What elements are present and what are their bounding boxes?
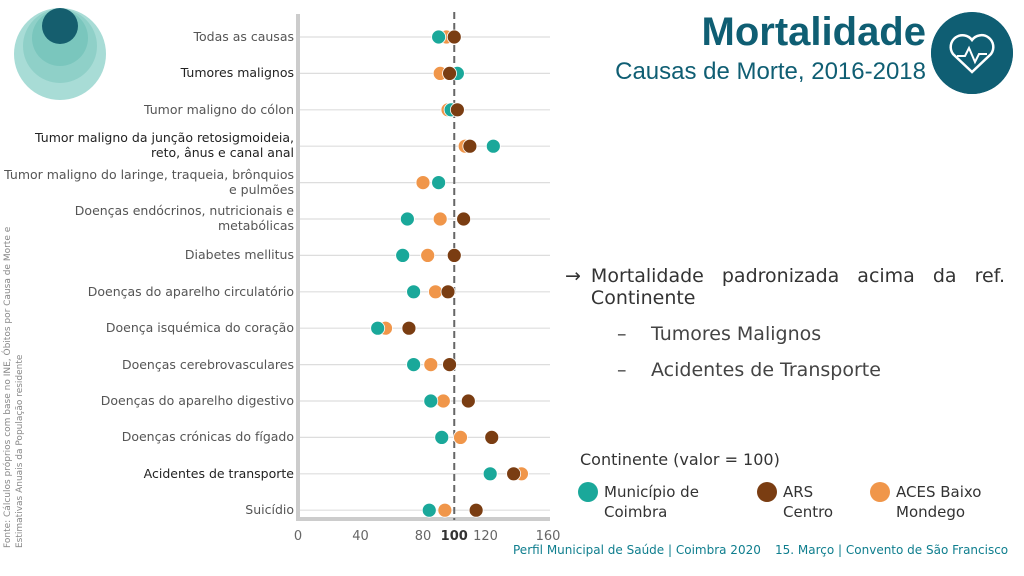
- heart-chart-icon: [931, 12, 1013, 94]
- data-point: [453, 429, 468, 445]
- dash: –: [617, 359, 627, 381]
- data-point: [421, 502, 437, 518]
- category-label: Tumor maligno da junção retosigmoideia, …: [35, 130, 294, 161]
- data-point: [442, 357, 457, 373]
- data-point: [468, 502, 484, 518]
- data-point: [437, 502, 453, 518]
- dash: –: [617, 323, 627, 345]
- legend-dot: [578, 482, 598, 502]
- data-point: [440, 284, 456, 300]
- legend-item-ars: ARS Centro: [757, 482, 847, 522]
- x-axis: [296, 517, 550, 521]
- data-point: [415, 175, 431, 191]
- footer-left: Perfil Municipal de Saúde | Coimbra 2020: [513, 543, 761, 557]
- note-item: Acidentes de Transporte: [651, 359, 881, 381]
- data-point: [482, 466, 498, 482]
- data-point: [484, 429, 500, 445]
- y-axis: [296, 14, 300, 521]
- note-item: Tumores Malignos: [651, 323, 822, 345]
- category-label: Tumor maligno do laringe, traqueia, brôn…: [4, 166, 294, 197]
- data-point: [431, 175, 447, 191]
- legend-item-coimbra: Município de Coimbra: [578, 482, 728, 522]
- data-point: [431, 29, 447, 45]
- page-subtitle: Causas de Morte, 2016-2018: [615, 58, 926, 85]
- health-plan-logo: [14, 8, 106, 100]
- data-point: [428, 284, 443, 300]
- x-tick-label: 160: [536, 529, 561, 544]
- data-point: [401, 320, 417, 336]
- x-tick-label: 100: [441, 529, 468, 544]
- data-point: [406, 284, 422, 300]
- category-label: Doenças do aparelho digestivo: [100, 393, 294, 408]
- category-label: Doenças cerebrovasculares: [121, 356, 294, 372]
- data-point: [432, 211, 448, 227]
- data-point: [434, 429, 450, 445]
- legend-title: Continente (valor = 100): [580, 450, 780, 469]
- legend-item-aces: ACES Baixo Mondego: [870, 482, 1020, 522]
- data-point: [506, 466, 522, 482]
- legend-dot: [870, 482, 890, 502]
- x-tick-label: 0: [294, 529, 302, 544]
- data-point: [406, 357, 422, 373]
- data-point: [446, 29, 462, 45]
- data-point: [456, 211, 472, 227]
- page-title: Mortalidade: [701, 10, 926, 54]
- data-point: [460, 393, 476, 409]
- x-tick-label: 120: [473, 529, 498, 544]
- data-point: [446, 247, 462, 263]
- data-point: [423, 393, 439, 409]
- note-main: Mortalidade padronizada acima da ref. Co…: [590, 265, 1005, 309]
- x-tick-label: 40: [352, 529, 369, 544]
- category-label: Todas as causas: [193, 29, 294, 44]
- footer-right: 15. Março | Convento de São Francisco: [775, 543, 1009, 557]
- data-point: [423, 357, 439, 373]
- data-point: [420, 247, 436, 263]
- data-point: [485, 138, 501, 154]
- data-point: [370, 320, 386, 336]
- data-point: [399, 211, 415, 227]
- category-label: Tumores malignos: [180, 65, 294, 81]
- data-point: [442, 66, 457, 81]
- data-point: [449, 102, 465, 118]
- category-label: Doença isquémica do coração: [105, 320, 294, 336]
- legend-dot: [757, 482, 777, 502]
- data-point: [435, 393, 451, 409]
- category-label: Doenças crónicas do fígado: [121, 429, 294, 445]
- category-label: Doenças endócrinos, nutricionais e metab…: [74, 203, 294, 233]
- data-point: [395, 247, 411, 263]
- category-label: Diabetes mellitus: [184, 247, 294, 263]
- category-label: Tumor maligno do cólon: [144, 101, 294, 117]
- category-label: Suicídio: [245, 502, 294, 518]
- x-tick-label: 80: [415, 529, 432, 544]
- category-label: Acidentes de transporte: [143, 465, 294, 481]
- category-label: Doenças do aparelho circulatório: [87, 283, 294, 299]
- arrow-icon: →: [565, 265, 581, 287]
- notes: → Mortalidade padronizada acima da ref. C…: [565, 265, 1005, 381]
- data-point: [462, 138, 478, 154]
